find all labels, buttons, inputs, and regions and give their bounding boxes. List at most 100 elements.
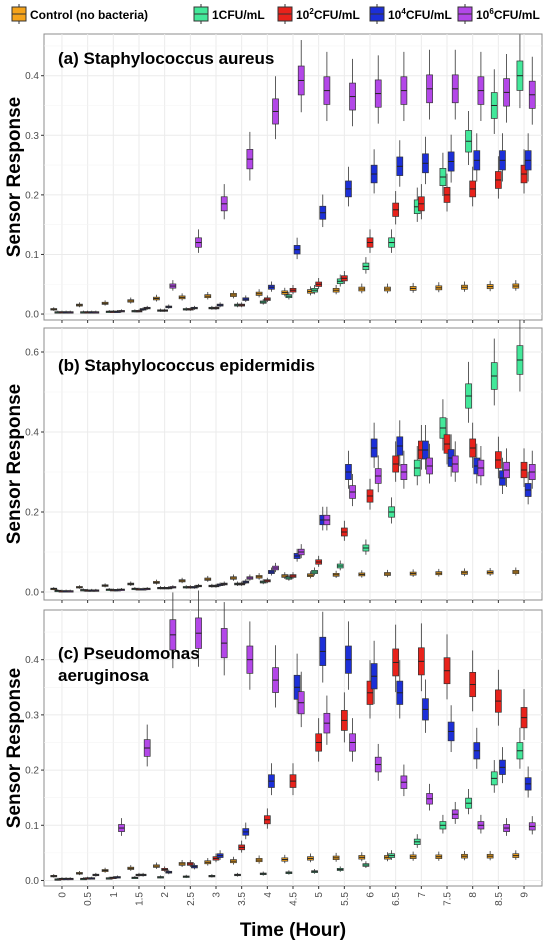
box-mark: [362, 257, 370, 274]
box-mark: [272, 76, 279, 140]
box-mark: [101, 583, 109, 588]
x-tick-label: 0: [57, 892, 68, 898]
box-mark: [490, 338, 498, 406]
box-mark: [186, 307, 194, 311]
box-mark: [204, 858, 212, 866]
box-mark: [220, 184, 228, 220]
panel-2: 0.0 0.1 0.2 0.3 0.4 (c) Pseudomonas aeruginosa…: [4, 590, 543, 889]
legend-item-4: 106CFU/mL: [457, 4, 540, 24]
box-mark: [263, 577, 271, 584]
box-mark: [439, 399, 447, 451]
y-tick-label: 0.2: [25, 190, 39, 201]
box-mark: [182, 874, 190, 879]
box-mark: [512, 567, 520, 576]
box-mark: [384, 283, 391, 294]
y-axis-title: Sensor Response: [4, 384, 25, 545]
box-mark: [289, 285, 297, 295]
box-mark: [66, 589, 74, 593]
x-tick-label: 7.5: [443, 892, 454, 906]
panel-0: 0.0 0.1 0.2 0.3 0.4 (a) Staphylococcus aureus…: [4, 33, 543, 323]
box-mark: [263, 808, 271, 829]
box-mark: [400, 51, 408, 122]
x-tick-label: 5: [314, 892, 325, 898]
box-mark: [461, 568, 468, 577]
box-mark: [135, 309, 143, 313]
x-tick-label: 3: [211, 892, 222, 898]
box-mark: [76, 302, 83, 308]
box-mark: [204, 575, 212, 582]
box-mark: [340, 520, 348, 541]
box-mark: [191, 305, 198, 310]
legend-label: 106CFU/mL: [476, 7, 540, 22]
box-mark: [443, 417, 451, 465]
box-mark: [289, 572, 297, 580]
x-tick-label: 9: [520, 892, 531, 898]
x-tick-label: 2.5: [186, 892, 197, 906]
box-mark: [289, 763, 297, 796]
box-mark: [516, 319, 524, 392]
box-mark: [263, 295, 271, 303]
box-mark: [340, 692, 348, 743]
box-mark: [143, 305, 151, 310]
box-mark: [374, 455, 382, 493]
box-mark: [409, 851, 417, 861]
box-mark: [92, 310, 100, 314]
box-mark: [161, 308, 168, 312]
box-mark: [426, 443, 433, 484]
legend-item-1: 1CFU/mL: [193, 4, 265, 24]
box-mark: [426, 783, 433, 811]
box-mark: [242, 295, 250, 303]
box-mark: [374, 55, 382, 124]
box-mark: [499, 747, 506, 784]
box-mark: [503, 448, 510, 488]
box-mark: [220, 581, 228, 586]
box-mark: [204, 291, 212, 300]
box-mark: [486, 850, 494, 861]
box-mark: [366, 660, 374, 719]
box-mark: [143, 587, 151, 591]
box-mark: [413, 834, 421, 848]
box-mark: [447, 134, 455, 183]
x-tick-label: 1.5: [134, 892, 145, 906]
box-mark: [230, 290, 237, 299]
box-mark: [358, 852, 366, 862]
x-tick-label: 4: [263, 892, 274, 898]
box-mark: [92, 588, 100, 592]
box-mark: [388, 497, 395, 524]
box-mark: [477, 446, 485, 486]
y-tick-label: 0.6: [25, 348, 39, 359]
box-mark: [127, 297, 135, 304]
box-mark: [153, 294, 160, 302]
box-mark: [76, 585, 83, 589]
x-tick-label: 0.5: [83, 892, 94, 906]
y-tick-label: 0.4: [25, 655, 39, 666]
panel-1: 0.0 0.2 0.4 0.6 (b) Staphylococcus epidermid…: [4, 319, 543, 603]
box-mark: [435, 851, 443, 861]
box-mark: [469, 166, 477, 207]
box-mark: [178, 859, 186, 868]
box-mark: [285, 291, 293, 300]
x-tick-label: 5.5: [340, 892, 351, 906]
box-mark: [307, 853, 314, 863]
x-tick-label: 3.5: [237, 892, 248, 906]
box-mark: [349, 474, 356, 507]
box-mark: [370, 640, 378, 705]
box-mark: [465, 789, 472, 815]
box-mark: [88, 876, 96, 880]
box-mark: [516, 727, 524, 769]
box-mark: [486, 567, 494, 576]
box-mark: [400, 764, 408, 797]
box-mark: [495, 156, 502, 199]
box-mark: [230, 574, 237, 581]
box-mark: [259, 871, 267, 876]
box-mark: [127, 865, 135, 871]
box-mark: [336, 866, 344, 872]
x-tick-label: 4.5: [289, 892, 300, 906]
panel-title: (a) Staphylococcus aureus: [58, 49, 274, 68]
box-mark: [418, 623, 425, 692]
box-mark: [139, 307, 147, 311]
box-mark: [246, 621, 254, 690]
box-mark: [349, 58, 356, 127]
box-mark: [512, 850, 520, 860]
box-mark: [524, 766, 532, 798]
